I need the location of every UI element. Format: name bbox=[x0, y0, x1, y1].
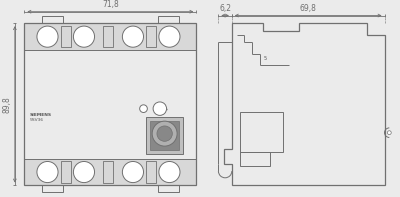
Bar bbox=[146, 162, 156, 183]
Circle shape bbox=[37, 162, 58, 183]
Text: 5SV36: 5SV36 bbox=[29, 118, 43, 122]
Bar bbox=[24, 159, 196, 186]
Circle shape bbox=[74, 162, 94, 183]
Circle shape bbox=[122, 162, 144, 183]
Circle shape bbox=[157, 126, 172, 141]
Circle shape bbox=[37, 26, 58, 47]
Circle shape bbox=[387, 131, 391, 135]
Bar bbox=[150, 121, 179, 150]
Bar bbox=[240, 152, 270, 166]
Circle shape bbox=[122, 26, 144, 47]
Bar bbox=[103, 162, 113, 183]
Bar bbox=[158, 17, 179, 23]
Bar bbox=[61, 26, 70, 47]
Bar bbox=[158, 186, 179, 192]
Bar bbox=[42, 17, 63, 23]
Text: 89,8: 89,8 bbox=[3, 96, 12, 113]
Bar bbox=[42, 186, 63, 192]
Circle shape bbox=[140, 105, 147, 112]
Text: 71,8: 71,8 bbox=[102, 0, 119, 9]
Circle shape bbox=[74, 26, 94, 47]
Text: 5: 5 bbox=[264, 56, 267, 61]
Bar bbox=[24, 23, 196, 50]
Bar bbox=[146, 117, 183, 154]
Text: SIEMENS: SIEMENS bbox=[29, 112, 51, 116]
Circle shape bbox=[159, 162, 180, 183]
Bar bbox=[103, 26, 113, 47]
Bar bbox=[61, 162, 70, 183]
Circle shape bbox=[152, 121, 177, 146]
Bar bbox=[240, 112, 283, 152]
Text: 69,8: 69,8 bbox=[300, 4, 317, 13]
Bar bbox=[146, 26, 156, 47]
Circle shape bbox=[159, 26, 180, 47]
Text: 6,2: 6,2 bbox=[219, 4, 231, 13]
Circle shape bbox=[153, 102, 166, 115]
Bar bbox=[24, 23, 196, 186]
